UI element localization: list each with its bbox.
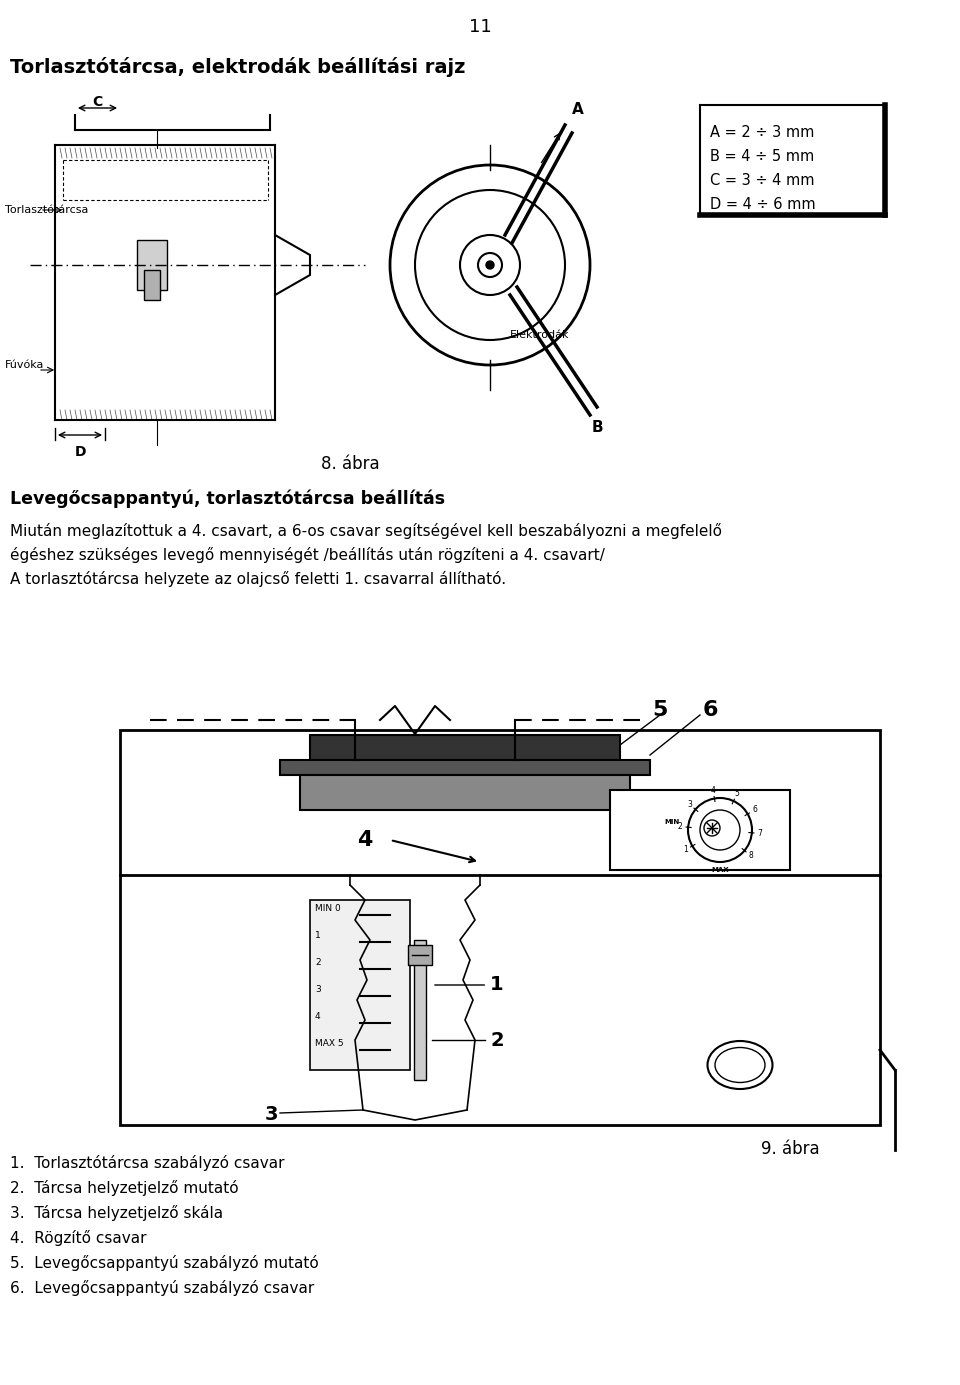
Text: 2: 2 [490, 1030, 504, 1050]
Text: 3: 3 [265, 1105, 278, 1125]
Text: 6: 6 [753, 806, 757, 814]
Text: 4.  Rögzítő csavar: 4. Rögzítő csavar [10, 1230, 147, 1247]
Text: A = 2 ÷ 3 mm: A = 2 ÷ 3 mm [710, 125, 814, 140]
Text: 2.  Tárcsa helyzetjelző mutató: 2. Tárcsa helyzetjelző mutató [10, 1180, 239, 1197]
Text: 4: 4 [315, 1012, 321, 1021]
Bar [120, 730, 880, 1125]
Text: 6: 6 [703, 699, 718, 720]
Text: Torlasztótárcsa, elektrodák beállítási rajz: Torlasztótárcsa, elektrodák beállítási r… [10, 57, 466, 78]
Text: 7: 7 [757, 830, 762, 838]
Text: MAX: MAX [711, 867, 729, 873]
Text: Levegőcsappantyú, torlasztótárcsa beállítás: Levegőcsappantyú, torlasztótárcsa beállí… [10, 490, 445, 508]
Text: 1: 1 [683, 845, 687, 855]
Text: 8: 8 [748, 852, 753, 860]
Text: 1: 1 [435, 975, 504, 994]
Bar [300, 776, 630, 810]
Bar [700, 105, 885, 215]
Text: 1: 1 [315, 931, 321, 940]
Text: égéshez szükséges levegő mennyiségét /beállítás után rögzíteni a 4. csavart/: égéshez szükséges levegő mennyiségét /be… [10, 547, 605, 562]
Text: C: C [92, 96, 102, 109]
Text: 11: 11 [468, 18, 492, 36]
Text: D = 4 ÷ 6 mm: D = 4 ÷ 6 mm [710, 197, 816, 212]
Text: D: D [74, 445, 85, 458]
Text: MIN: MIN [664, 819, 680, 825]
Bar [310, 900, 410, 1071]
Bar [280, 760, 650, 776]
Text: A: A [572, 102, 584, 116]
Text: 9. ábra: 9. ábra [760, 1140, 819, 1158]
Text: MIN 0: MIN 0 [315, 904, 341, 913]
Text: 4: 4 [710, 787, 715, 795]
Text: 2: 2 [315, 958, 321, 967]
Bar [610, 789, 790, 870]
Text: B = 4 ÷ 5 mm: B = 4 ÷ 5 mm [710, 150, 814, 163]
Text: 6.  Levegőcsappantyú szabályzó csavar: 6. Levegőcsappantyú szabályzó csavar [10, 1280, 314, 1296]
Bar [137, 240, 167, 289]
Bar [414, 940, 426, 1080]
Text: 3: 3 [687, 799, 692, 809]
Bar [144, 270, 160, 301]
Circle shape [486, 260, 494, 269]
Text: 3.  Tárcsa helyzetjelző skála: 3. Tárcsa helyzetjelző skála [10, 1205, 223, 1222]
Text: Miután meglazítottuk a 4. csavart, a 6-os csavar segítségével kell beszabályozni: Miután meglazítottuk a 4. csavart, a 6-o… [10, 524, 722, 539]
Text: Torlasztótárcsa: Torlasztótárcsa [5, 205, 88, 215]
Text: Elektrodák: Elektrodák [510, 330, 569, 339]
Text: A torlasztótárcsa helyzete az olajcső feletti 1. csavarral állítható.: A torlasztótárcsa helyzete az olajcső fe… [10, 571, 506, 587]
Text: 5.  Levegőcsappantyú szabályzó mutató: 5. Levegőcsappantyú szabályzó mutató [10, 1255, 319, 1271]
Text: 8. ábra: 8. ábra [321, 456, 379, 474]
Text: 1.  Torlasztótárcsa szabályzó csavar: 1. Torlasztótárcsa szabályzó csavar [10, 1155, 284, 1170]
Text: 4: 4 [357, 830, 372, 850]
Text: C = 3 ÷ 4 mm: C = 3 ÷ 4 mm [710, 173, 814, 188]
Text: 5: 5 [652, 699, 668, 720]
Text: B: B [592, 420, 604, 435]
Text: 2: 2 [678, 823, 683, 831]
Text: 5: 5 [734, 789, 739, 798]
Text: MAX 5: MAX 5 [315, 1039, 344, 1048]
Text: Fúvóka: Fúvóka [5, 360, 44, 370]
Text: 3: 3 [315, 985, 321, 994]
Bar [408, 945, 432, 965]
Bar [310, 735, 620, 760]
